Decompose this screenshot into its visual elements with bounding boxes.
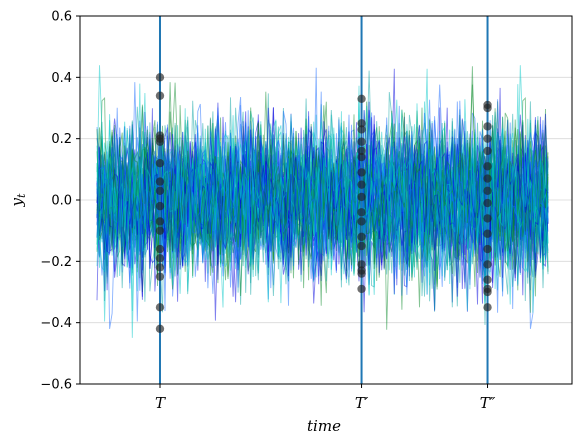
sample-point xyxy=(357,152,366,162)
series-line xyxy=(96,99,549,329)
x-tick-label: T′ xyxy=(355,394,369,412)
sample-point xyxy=(155,263,165,272)
x-axis-label: time xyxy=(307,417,341,435)
sample-point xyxy=(155,73,165,82)
sample-point xyxy=(155,91,165,100)
sample-point xyxy=(483,275,492,284)
sample-point xyxy=(483,103,492,113)
sample-point xyxy=(155,177,165,186)
sample-point xyxy=(483,214,492,223)
y-tick-label: 0.0 xyxy=(51,194,72,209)
sample-point xyxy=(483,198,492,208)
sample-point xyxy=(155,217,165,226)
sample-point xyxy=(483,134,492,143)
sample-point xyxy=(155,324,165,333)
sample-point xyxy=(357,94,366,104)
sample-point xyxy=(155,186,165,195)
y-tick-label: 0.4 xyxy=(51,71,72,86)
sample-point xyxy=(155,244,165,254)
sample-point xyxy=(483,122,492,131)
sample-point xyxy=(483,186,492,195)
sample-point xyxy=(357,180,366,189)
x-tick-label: T xyxy=(155,394,166,412)
series-group xyxy=(96,65,549,338)
series-line xyxy=(96,65,549,303)
y-tick-label: 0.2 xyxy=(51,132,72,147)
y-tick-label: 0.6 xyxy=(51,10,72,25)
sample-point xyxy=(155,303,165,312)
y-axis-label-sub: t xyxy=(15,193,28,198)
sample-point xyxy=(357,217,366,226)
sample-point xyxy=(357,284,366,294)
sample-point xyxy=(483,244,492,254)
sample-point xyxy=(155,201,165,211)
sample-point xyxy=(155,226,165,235)
sample-point xyxy=(155,137,165,146)
sample-point xyxy=(357,119,366,128)
y-tick-label: −0.4 xyxy=(40,316,72,331)
sample-point xyxy=(357,192,366,202)
series-line xyxy=(96,83,549,313)
sample-point xyxy=(483,303,492,312)
sample-point xyxy=(483,260,492,269)
y-axis-label: yt xyxy=(8,193,28,207)
sample-point xyxy=(357,208,366,217)
sample-point xyxy=(483,229,492,238)
sample-point xyxy=(357,168,366,177)
sample-point xyxy=(357,146,366,156)
sample-point xyxy=(155,254,165,263)
sample-point xyxy=(483,146,492,156)
x-tick-label: T″ xyxy=(480,394,496,412)
y-axis-label-base: y xyxy=(8,197,26,207)
marker-group xyxy=(155,73,492,333)
sample-point xyxy=(483,174,492,183)
sample-point xyxy=(357,241,366,251)
sample-point xyxy=(357,137,366,146)
series-line xyxy=(96,111,549,295)
y-axis: −0.6 −0.4 −0.2 0.0 0.2 0.4 0.6 xyxy=(40,10,80,393)
y-tick-label: −0.6 xyxy=(40,378,72,393)
sample-point xyxy=(357,232,366,241)
sample-point xyxy=(357,269,366,278)
x-axis: T T′ T″ xyxy=(155,384,496,412)
sample-point xyxy=(357,125,366,134)
sample-point xyxy=(357,260,366,269)
sample-point xyxy=(155,159,165,168)
sample-point xyxy=(483,162,492,171)
y-tick-label: −0.2 xyxy=(40,255,72,270)
sample-point xyxy=(155,272,165,281)
sample-point xyxy=(483,287,492,297)
